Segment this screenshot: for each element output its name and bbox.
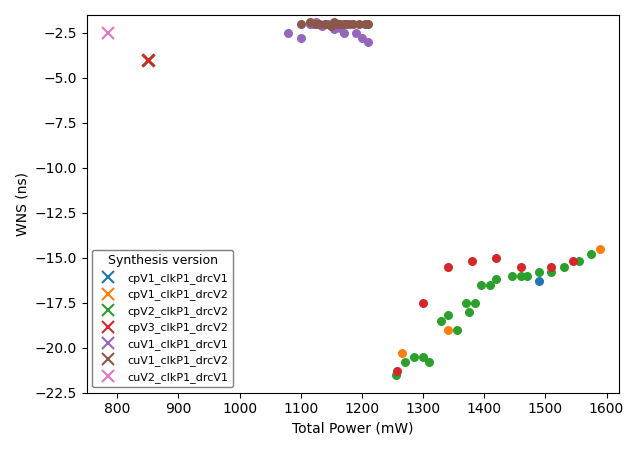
Point bbox=[284, 29, 294, 37]
Point bbox=[522, 272, 532, 280]
Point bbox=[436, 317, 447, 324]
Point bbox=[464, 308, 474, 315]
Point bbox=[409, 353, 419, 360]
Point bbox=[424, 359, 435, 366]
Point bbox=[335, 20, 346, 28]
Point bbox=[547, 269, 557, 276]
Point bbox=[296, 20, 306, 28]
Point bbox=[476, 281, 486, 288]
Point bbox=[534, 278, 545, 285]
Point bbox=[418, 299, 428, 306]
Point bbox=[335, 24, 346, 31]
Point bbox=[311, 18, 321, 26]
Point bbox=[351, 29, 361, 37]
Point bbox=[363, 38, 373, 46]
Point bbox=[418, 353, 428, 360]
Point bbox=[329, 18, 339, 26]
Point bbox=[320, 20, 330, 28]
Point bbox=[461, 299, 471, 306]
Point bbox=[467, 258, 477, 265]
Point bbox=[296, 35, 306, 42]
Point bbox=[516, 272, 526, 280]
Point bbox=[442, 263, 452, 271]
Point bbox=[574, 258, 584, 265]
Point bbox=[392, 368, 403, 375]
Point bbox=[492, 276, 502, 283]
Point bbox=[320, 20, 330, 28]
Point bbox=[586, 251, 596, 258]
Point bbox=[311, 20, 321, 28]
Point bbox=[314, 20, 324, 28]
Point bbox=[442, 326, 452, 333]
Point bbox=[492, 254, 502, 262]
Point bbox=[534, 269, 545, 276]
Point bbox=[595, 245, 605, 253]
Point bbox=[332, 20, 342, 28]
Point bbox=[332, 20, 342, 28]
Point bbox=[344, 20, 355, 28]
Point bbox=[568, 258, 578, 265]
Point bbox=[547, 263, 557, 271]
Point bbox=[342, 20, 352, 28]
Point bbox=[305, 18, 315, 26]
Legend: cpV1_clkP1_drcV1, cpV1_clkP1_drcV2, cpV2_clkP1_drcV2, cpV3_clkP1_drcV2, cuV1_clk: cpV1_clkP1_drcV1, cpV1_clkP1_drcV2, cpV2… bbox=[92, 250, 233, 387]
Point bbox=[348, 20, 358, 28]
Point bbox=[397, 350, 407, 357]
Point bbox=[317, 22, 327, 29]
Point bbox=[326, 22, 337, 29]
Point bbox=[507, 272, 517, 280]
Point bbox=[360, 20, 370, 28]
X-axis label: Total Power (mW): Total Power (mW) bbox=[292, 422, 413, 436]
Point bbox=[323, 20, 333, 28]
Point bbox=[390, 371, 401, 378]
Point bbox=[356, 35, 367, 42]
Point bbox=[363, 20, 373, 28]
Point bbox=[516, 263, 526, 271]
Point bbox=[339, 20, 349, 28]
Y-axis label: WNS (ns): WNS (ns) bbox=[15, 172, 29, 236]
Point bbox=[559, 263, 569, 271]
Point bbox=[485, 281, 495, 288]
Point bbox=[339, 29, 349, 37]
Point bbox=[470, 299, 480, 306]
Point bbox=[354, 20, 364, 28]
Point bbox=[399, 359, 410, 366]
Point bbox=[308, 20, 318, 28]
Point bbox=[314, 20, 324, 28]
Point bbox=[452, 326, 462, 333]
Point bbox=[442, 312, 452, 319]
Point bbox=[329, 26, 339, 33]
Point bbox=[305, 20, 315, 28]
